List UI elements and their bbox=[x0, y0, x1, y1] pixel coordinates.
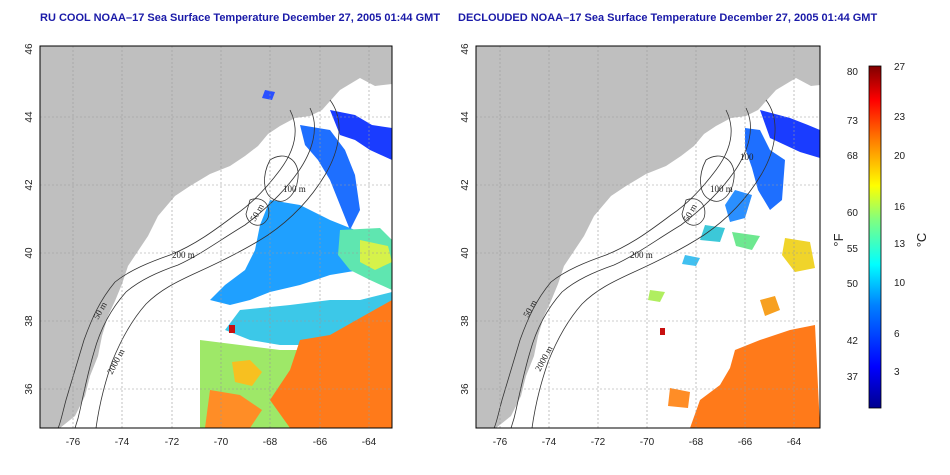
contour-label: 100 m bbox=[283, 184, 306, 194]
lon-tick-label: -74 bbox=[115, 437, 130, 448]
lat-tick-label: 46 bbox=[24, 43, 35, 55]
celsius-tick-label: 13 bbox=[894, 239, 906, 250]
grid-right bbox=[476, 46, 820, 428]
lat-tick-label: 38 bbox=[460, 315, 471, 327]
lon-tick-label: -72 bbox=[165, 437, 180, 448]
lat-tick-label: 40 bbox=[24, 247, 35, 259]
bathymetry-contours-left bbox=[57, 99, 340, 428]
lon-tick-label: -70 bbox=[214, 437, 229, 448]
sst-patches-left bbox=[200, 90, 392, 428]
fahrenheit-tick-label: 73 bbox=[847, 116, 859, 127]
celsius-tick-label: 6 bbox=[894, 329, 900, 340]
fahrenheit-ticks: 80 73 68 60 55 50 42 37 bbox=[847, 67, 859, 383]
left-map: 100 m 50 m 200 m 50 m 2000 m -76 -74 -72… bbox=[24, 43, 393, 448]
right-map: 100 100 m 50 m 200 m 50 m 2000 m -76 -74… bbox=[460, 43, 821, 448]
lon-tick-label: -66 bbox=[738, 437, 753, 448]
right-lat-ticks: 46 44 42 40 38 36 bbox=[460, 43, 471, 395]
contour-label: 200 m bbox=[172, 250, 195, 260]
left-map-frame bbox=[39, 45, 393, 429]
contour-label: 100 bbox=[740, 152, 754, 162]
lat-tick-label: 36 bbox=[460, 383, 471, 395]
right-map-frame bbox=[475, 45, 821, 429]
celsius-tick-label: 16 bbox=[894, 202, 906, 213]
lon-tick-label: -66 bbox=[313, 437, 328, 448]
fahrenheit-tick-label: 55 bbox=[847, 244, 859, 255]
lon-tick-label: -76 bbox=[493, 437, 508, 448]
celsius-tick-label: 10 bbox=[894, 278, 906, 289]
left-lon-ticks: -76 -74 -72 -70 -68 -66 -64 bbox=[66, 437, 377, 448]
right-lon-ticks: -76 -74 -72 -70 -68 -66 -64 bbox=[493, 437, 802, 448]
colorbar: 80 73 68 60 55 50 42 37 27 23 20 16 13 1… bbox=[831, 62, 929, 409]
lon-tick-label: -72 bbox=[591, 437, 606, 448]
fahrenheit-tick-label: 80 bbox=[847, 67, 859, 78]
celsius-tick-label: 3 bbox=[894, 367, 900, 378]
lon-tick-label: -64 bbox=[787, 437, 802, 448]
celsius-unit-label: °C bbox=[914, 233, 929, 248]
lat-tick-label: 40 bbox=[460, 247, 471, 259]
lon-tick-label: -76 bbox=[66, 437, 81, 448]
lat-tick-label: 42 bbox=[24, 179, 35, 191]
left-lat-ticks: 46 44 42 40 38 36 bbox=[24, 43, 35, 395]
lon-tick-label: -74 bbox=[542, 437, 557, 448]
grid-left bbox=[40, 46, 392, 428]
celsius-ticks: 27 23 20 16 13 10 6 3 bbox=[894, 62, 906, 378]
left-map-title: RU COOL NOAA–17 Sea Surface Temperature … bbox=[40, 12, 441, 24]
celsius-tick-label: 23 bbox=[894, 112, 906, 123]
contour-label: 100 m bbox=[710, 184, 733, 194]
lon-tick-label: -68 bbox=[263, 437, 278, 448]
fahrenheit-tick-label: 50 bbox=[847, 279, 859, 290]
right-map-title: DECLOUDED NOAA–17 Sea Surface Temperatur… bbox=[458, 12, 878, 24]
bathymetry-contours-right bbox=[493, 99, 776, 428]
lon-tick-label: -64 bbox=[362, 437, 377, 448]
celsius-tick-label: 20 bbox=[894, 151, 906, 162]
lat-tick-label: 44 bbox=[24, 111, 35, 123]
contour-label: 200 m bbox=[630, 250, 653, 260]
lat-tick-label: 38 bbox=[24, 315, 35, 327]
lat-tick-label: 44 bbox=[460, 111, 471, 123]
lon-tick-label: -70 bbox=[640, 437, 655, 448]
lat-tick-label: 42 bbox=[460, 179, 471, 191]
fahrenheit-unit-label: °F bbox=[831, 233, 846, 246]
lat-tick-label: 36 bbox=[24, 383, 35, 395]
fahrenheit-tick-label: 37 bbox=[847, 372, 859, 383]
lon-tick-label: -68 bbox=[689, 437, 704, 448]
fahrenheit-tick-label: 60 bbox=[847, 208, 859, 219]
fahrenheit-tick-label: 42 bbox=[847, 336, 859, 347]
colorbar-gradient bbox=[868, 65, 882, 409]
celsius-tick-label: 27 bbox=[894, 62, 906, 73]
fahrenheit-tick-label: 68 bbox=[847, 151, 859, 162]
lat-tick-label: 46 bbox=[460, 43, 471, 55]
